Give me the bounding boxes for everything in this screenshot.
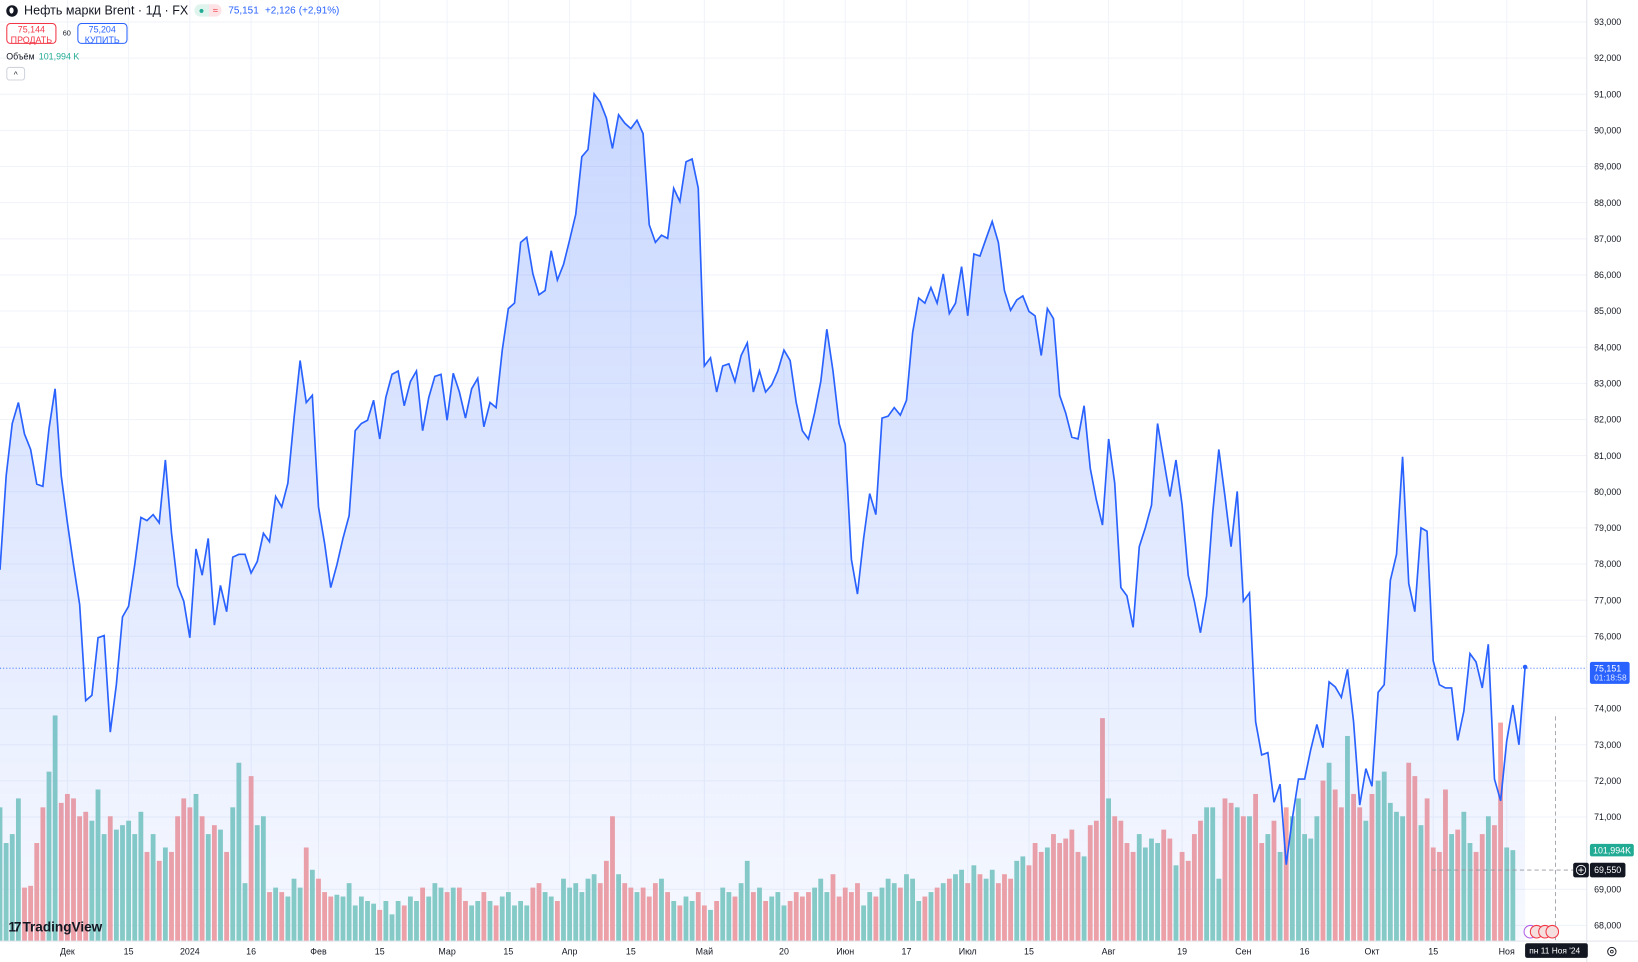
time-tick-label: Фев (310, 947, 327, 957)
current-price-value: 75,151 (1594, 663, 1621, 673)
price-tick-label: 88,000 (1594, 198, 1621, 208)
price-tick-label: 72,000 (1594, 776, 1621, 786)
trade-buttons: 75,144 ПРОДАТЬ 60 75,204 КУПИТЬ (6, 23, 128, 45)
events-icons[interactable] (1523, 924, 1560, 939)
time-axis[interactable]: Дек 15 2024 16 Фев 15 Мар 15 Апр 15 Май 20 Июн 17 Июл 1… (60, 947, 1515, 957)
price-tick-label: 89,000 (1594, 162, 1621, 172)
time-tick-label: 15 (124, 947, 134, 957)
time-tick-label: 15 (1428, 947, 1438, 957)
price-change-percent: (+2,91%) (298, 4, 340, 17)
sell-label: ПРОДАТЬ (10, 33, 53, 45)
time-tick-label: Дек (60, 947, 75, 957)
time-tick-label: Авг (1102, 947, 1116, 957)
tradingview-wordmark: TradingView (22, 919, 103, 935)
time-tick-label: Окт (1364, 947, 1379, 957)
symbol-header: Нефть марки Brent · 1Д · FX ● ≈ 75,151 +… (6, 3, 339, 18)
sell-button[interactable]: 75,144 ПРОДАТЬ (6, 23, 57, 45)
market-open-dot-icon: ● (194, 4, 209, 17)
chevron-up-icon: ^ (13, 70, 18, 80)
symbol-title[interactable]: Нефть марки Brent · 1Д · FX (24, 3, 189, 18)
crosshair-price-value: 69,550 (1594, 865, 1621, 875)
last-price: 75,151 (228, 4, 259, 17)
time-tick-label: 16 (1300, 947, 1310, 957)
collapse-legend-button[interactable]: ^ (6, 66, 26, 81)
price-tick-label: 69,000 (1594, 884, 1621, 894)
price-tick-label: 71,000 (1594, 812, 1621, 822)
time-tick-label: 15 (626, 947, 636, 957)
price-tick-label: 78,000 (1594, 559, 1621, 569)
price-tick-label: 80,000 (1594, 487, 1621, 497)
price-tick-label: 87,000 (1594, 234, 1621, 244)
price-line (0, 91, 1526, 865)
price-tick-label: 76,000 (1594, 631, 1621, 641)
last-price-dot (1522, 664, 1528, 670)
time-tick-label: Ноя (1499, 947, 1515, 957)
crosshair-date-value: пн 11 Ноя '24 (1529, 946, 1580, 956)
crosshair-price-label[interactable]: 69,550 (1573, 862, 1626, 878)
tradingview-logo-icon: 17 (8, 919, 21, 935)
add-alert-plus-icon[interactable] (1575, 864, 1587, 876)
tradingview-logo[interactable]: 17 TradingView (8, 919, 102, 935)
price-axis[interactable]: 93,000 92,000 91,000 90,000 89,000 88,000 87,0… (1594, 17, 1621, 930)
time-tick-label: Апр (562, 947, 578, 957)
market-status-badge[interactable]: ● ≈ (194, 4, 223, 17)
price-tick-label: 82,000 (1594, 415, 1621, 425)
price-tick-label: 86,000 (1594, 270, 1621, 280)
price-tick-label: 91,000 (1594, 89, 1621, 99)
price-tick-label: 90,000 (1594, 126, 1621, 136)
time-tick-label: Июл (959, 947, 977, 957)
time-tick-label: 17 (902, 947, 912, 957)
spread: 60 (62, 29, 71, 38)
time-tick-label: 15 (1024, 947, 1034, 957)
symbol-logo-icon (6, 4, 18, 17)
price-tick-label: 74,000 (1594, 704, 1621, 714)
countdown: 01:18:58 (1594, 673, 1627, 683)
axis-settings-gear-icon[interactable] (1607, 946, 1617, 957)
price-tick-label: 85,000 (1594, 306, 1621, 316)
buy-price: 75,204 (88, 24, 116, 35)
current-volume-value: 101,994K (1593, 845, 1631, 855)
volume-label: Объём (6, 51, 35, 62)
time-tick-label: 15 (375, 947, 385, 957)
time-tick-label: Мар (438, 947, 455, 957)
current-volume-label: 101,994K (1589, 843, 1634, 857)
sell-price: 75,144 (17, 24, 45, 35)
price-tick-label: 79,000 (1594, 523, 1621, 533)
price-change: +2,126 (264, 4, 296, 17)
time-tick-label: Июн (836, 947, 854, 957)
time-tick-label: 2024 (180, 947, 200, 957)
time-tick-label: 20 (779, 947, 789, 957)
time-tick-label: Май (696, 947, 713, 957)
price-tick-label: 68,000 (1594, 921, 1621, 931)
crosshair-date-label: пн 11 Ноя '24 (1525, 943, 1588, 958)
price-tick-label: 83,000 (1594, 378, 1621, 388)
price-tick-label: 84,000 (1594, 342, 1621, 352)
price-tick-label: 92,000 (1594, 53, 1621, 63)
volume-legend[interactable]: Объём 101,994 K (6, 51, 79, 61)
time-tick-label: 15 (503, 947, 513, 957)
buy-button[interactable]: 75,204 КУПИТЬ (77, 23, 128, 45)
delayed-data-icon: ≈ (208, 4, 223, 17)
price-tick-label: 93,000 (1594, 17, 1621, 27)
price-tick-label: 77,000 (1594, 595, 1621, 605)
price-tick-label: 73,000 (1594, 740, 1621, 750)
volume-value: 101,994 K (38, 51, 80, 62)
time-tick-label: 19 (1177, 947, 1187, 957)
price-tick-label: 81,000 (1594, 451, 1621, 461)
buy-label: КУПИТЬ (84, 33, 120, 45)
current-price-label: 75,151 01:18:58 (1589, 661, 1630, 684)
time-tick-label: Сен (1235, 947, 1251, 957)
time-tick-label: 16 (246, 947, 256, 957)
price-area (0, 93, 1526, 942)
